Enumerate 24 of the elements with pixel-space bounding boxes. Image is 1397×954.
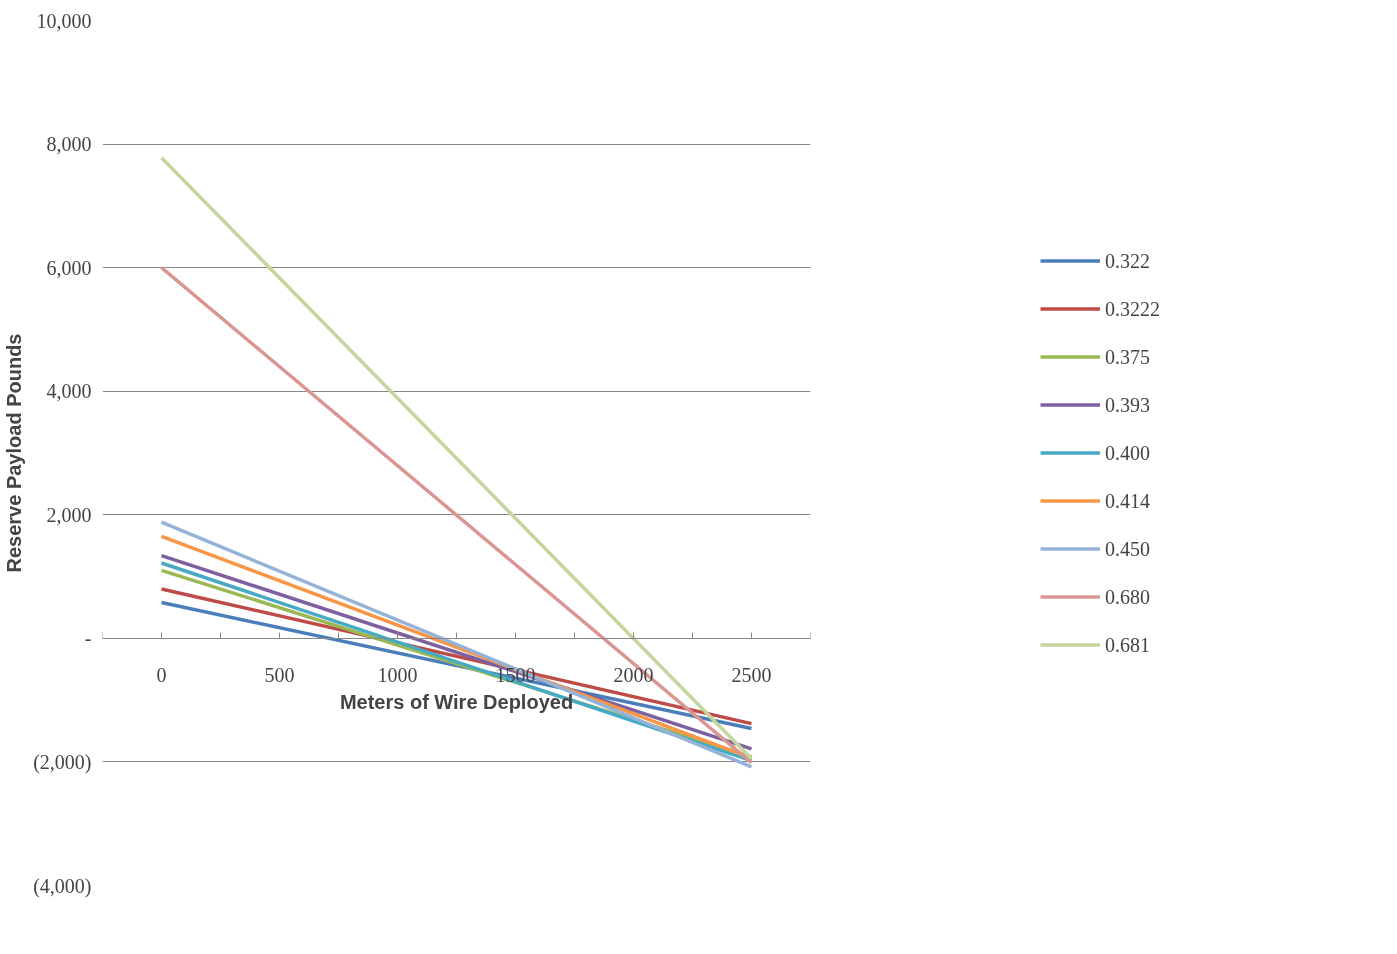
y-tick-label: (2,000)	[33, 750, 92, 774]
x-tick-label: 0	[156, 664, 167, 687]
y-axis-title: Reserve Payload Pounds	[3, 333, 26, 573]
legend-label: 0.400	[1105, 441, 1150, 464]
x-tick-label: 2500	[731, 664, 772, 687]
y-tick-label: 4,000	[46, 380, 92, 403]
legend-label: 0.322	[1105, 249, 1150, 272]
x-tick-label: 500	[264, 664, 295, 687]
y-tick-label: (4,000)	[33, 874, 92, 898]
y-tick-label: -	[84, 627, 92, 650]
y-tick-label: 8,000	[46, 133, 92, 156]
y-tick-label: 10,000	[36, 9, 92, 32]
x-tick-label: 1000	[377, 664, 418, 687]
legend-label: 0.450	[1105, 537, 1150, 560]
legend-label: 0.681	[1105, 633, 1150, 656]
x-axis-title: Meters of Wire Deployed	[339, 690, 574, 713]
legend-label: 0.680	[1105, 585, 1150, 608]
x-tick-label: 1500	[495, 664, 536, 687]
legend-label: 0.393	[1105, 393, 1150, 416]
legend-label: 0.3222	[1105, 297, 1160, 320]
y-tick-label: 2,000	[46, 503, 92, 526]
legend-label: 0.414	[1105, 489, 1150, 512]
legend-label: 0.375	[1105, 345, 1150, 368]
y-tick-label: 6,000	[46, 256, 92, 279]
